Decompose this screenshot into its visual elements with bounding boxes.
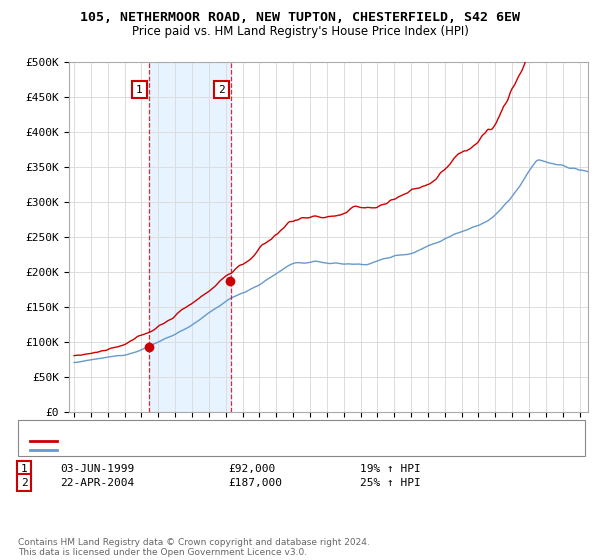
Text: 105, NETHERMOOR ROAD, NEW TUPTON, CHESTERFIELD, S42 6EW: 105, NETHERMOOR ROAD, NEW TUPTON, CHESTE… [80,11,520,24]
Text: 25% ↑ HPI: 25% ↑ HPI [360,478,421,488]
Text: £92,000: £92,000 [228,464,275,474]
Text: Contains HM Land Registry data © Crown copyright and database right 2024.
This d: Contains HM Land Registry data © Crown c… [18,538,370,557]
Text: 19% ↑ HPI: 19% ↑ HPI [360,464,421,474]
Text: 2: 2 [218,85,225,95]
Text: Price paid vs. HM Land Registry's House Price Index (HPI): Price paid vs. HM Land Registry's House … [131,25,469,38]
Text: 03-JUN-1999: 03-JUN-1999 [60,464,134,474]
Text: HPI: Average price, detached house, North East Derbyshire: HPI: Average price, detached house, Nort… [60,445,416,455]
Text: 105, NETHERMOOR ROAD, NEW TUPTON, CHESTERFIELD, S42 6EW (detached house): 105, NETHERMOOR ROAD, NEW TUPTON, CHESTE… [60,436,510,446]
Text: £187,000: £187,000 [228,478,282,488]
Text: 2: 2 [20,478,28,488]
Text: 1: 1 [20,464,28,474]
Text: 22-APR-2004: 22-APR-2004 [60,478,134,488]
Bar [149,62,231,412]
Text: 1: 1 [136,85,143,95]
